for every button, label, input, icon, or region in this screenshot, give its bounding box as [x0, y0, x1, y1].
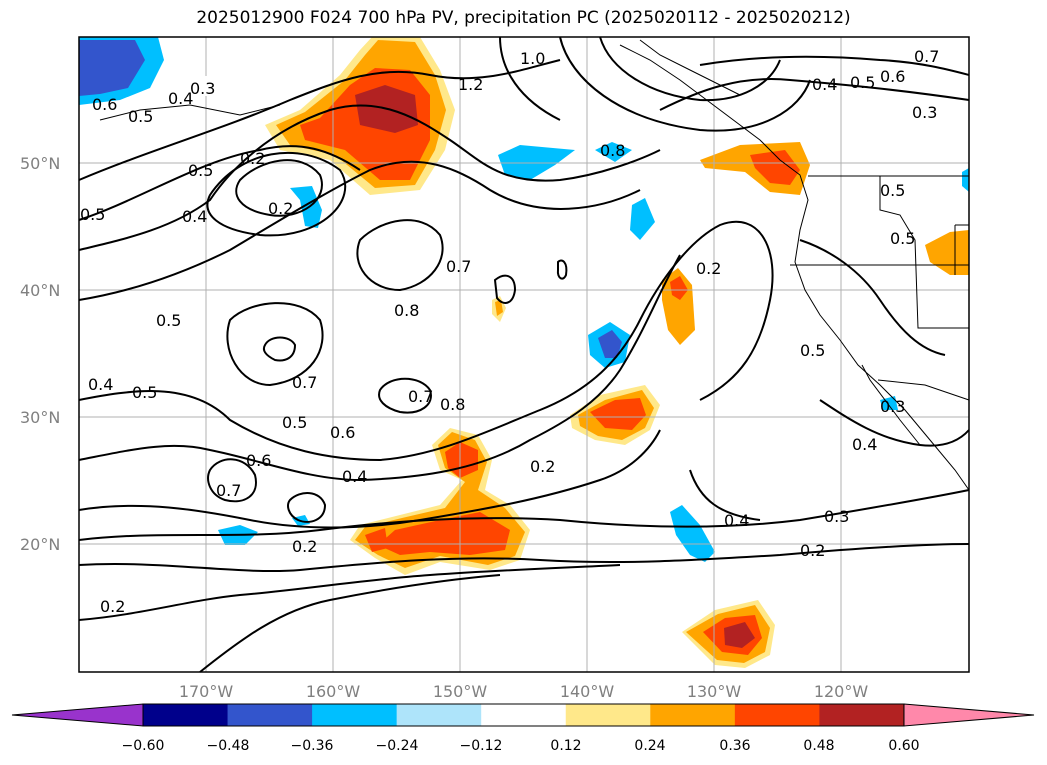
- colorbar-tick-label: 0.36: [719, 738, 750, 754]
- contour-label: 0.3: [824, 507, 849, 526]
- contour-label: 0.5: [800, 341, 825, 360]
- lon-tick-label: 130°W: [687, 682, 742, 701]
- precip-positive-area: [495, 300, 503, 316]
- map-title: 2025012900 F024 700 hPa PV, precipitatio…: [196, 8, 851, 28]
- contour-label: 0.2: [240, 149, 265, 168]
- colorbar-segment: [481, 704, 567, 726]
- precip-positive-area: [724, 622, 755, 648]
- precip-positive-area: [662, 268, 695, 345]
- colorbar: [11, 703, 1035, 727]
- contour-label: 0.7: [914, 47, 939, 66]
- precip-negative-area: [79, 40, 145, 96]
- contour-label: 0.5: [850, 73, 875, 92]
- contour-label: 0.4: [724, 511, 749, 530]
- contour-label: 0.8: [394, 301, 419, 320]
- contour-labels: 0.3 0.4 0.5 0.6 1.0 1.2 0.7 0.6 0.5 0.4 …: [80, 47, 939, 616]
- lon-tick-label: 150°W: [433, 682, 488, 701]
- precip-positive-area: [590, 398, 646, 430]
- colorbar-tick-label: −0.24: [376, 738, 419, 754]
- colorbar-tick-label: −0.60: [122, 738, 165, 754]
- lon-tick-label: 120°W: [814, 682, 869, 701]
- precip-shading: [79, 37, 969, 668]
- contour-label: 0.2: [696, 259, 721, 278]
- precip-positive-area: [365, 528, 388, 552]
- contour-label: 0.5: [156, 311, 181, 330]
- precip-positive-area: [750, 150, 800, 185]
- pv-contours: [78, 36, 970, 673]
- contour-label: 0.8: [440, 395, 465, 414]
- precip-negative-area: [290, 186, 322, 228]
- contour-label: 0.4: [182, 207, 207, 226]
- colorbar-ticks: −0.60 −0.48 −0.36 −0.24 −0.12 0.12 0.24 …: [122, 738, 920, 754]
- contour-label: 0.5: [188, 161, 213, 180]
- colorbar-segment: [396, 704, 482, 726]
- lat-tick-label: 30°N: [20, 408, 60, 427]
- contour-label: 0.5: [128, 107, 153, 126]
- precip-positive-area: [670, 276, 688, 300]
- contour-label: 1.2: [458, 75, 483, 94]
- contour-label: 0.4: [168, 89, 193, 108]
- colorbar-tick-label: 0.24: [634, 738, 665, 754]
- contour-label: 0.7: [216, 481, 241, 500]
- contour-label: 0.2: [268, 199, 293, 218]
- colorbar-tick-label: −0.12: [460, 738, 503, 754]
- lon-tick-label: 160°W: [306, 682, 361, 701]
- lat-tick-label: 20°N: [20, 535, 60, 554]
- contour-label: 0.6: [246, 451, 271, 470]
- contour-label: 1.0: [520, 49, 545, 68]
- map-area: 0.3 0.4 0.5 0.6 1.0 1.2 0.7 0.6 0.5 0.4 …: [78, 36, 970, 673]
- colorbar-tick-label: −0.36: [291, 738, 334, 754]
- contour-label: 0.2: [100, 597, 125, 616]
- contour-label: 0.3: [880, 397, 905, 416]
- contour-label: 0.3: [190, 79, 215, 98]
- colorbar-segment: [819, 704, 905, 726]
- colorbar-outline: [142, 703, 905, 727]
- contour-label: 0.4: [342, 467, 367, 486]
- contour-label: 0.2: [800, 541, 825, 560]
- contour-label: 0.3: [912, 103, 937, 122]
- colorbar-tick-label: 0.12: [550, 738, 581, 754]
- contour-label: 0.5: [282, 413, 307, 432]
- lat-tick-label: 40°N: [20, 281, 60, 300]
- precip-negative-area: [962, 168, 969, 192]
- precip-negative-area: [598, 330, 622, 358]
- contour-label: 0.5: [80, 205, 105, 224]
- lon-ticks: 170°W 160°W 150°W 140°W 130°W 120°W: [179, 682, 869, 701]
- contour-label: 0.2: [530, 457, 555, 476]
- colorbar-segment: [143, 704, 229, 726]
- colorbar-extend-left: [11, 703, 144, 727]
- contour-label: 0.6: [880, 67, 905, 86]
- contour-label: 0.4: [852, 435, 877, 454]
- contour-label: 0.6: [92, 95, 117, 114]
- precip-negative-area: [670, 505, 715, 562]
- colorbar-segment: [734, 704, 820, 726]
- lon-tick-label: 140°W: [560, 682, 615, 701]
- colorbar-tick-label: −0.48: [207, 738, 250, 754]
- precip-negative-area: [630, 198, 655, 240]
- contour-label: 0.7: [292, 373, 317, 392]
- contour-label: 0.5: [880, 181, 905, 200]
- contour-label: 0.2: [292, 537, 317, 556]
- colorbar-segment: [227, 704, 313, 726]
- contour-label: 0.7: [446, 257, 471, 276]
- precip-negative-area: [595, 142, 632, 162]
- colorbar-segment: [565, 704, 651, 726]
- lat-tick-label: 50°N: [20, 154, 60, 173]
- colorbar-extend-right: [903, 703, 1035, 727]
- precip-positive-area: [925, 230, 969, 275]
- contour-label: 0.8: [600, 141, 625, 160]
- colorbar-segment: [650, 704, 736, 726]
- lat-ticks: 50°N 40°N 30°N 20°N: [20, 154, 60, 554]
- colorbar-tick-label: 0.48: [803, 738, 834, 754]
- colorbar-tick-label: 0.60: [888, 738, 919, 754]
- contour-label: 0.6: [330, 423, 355, 442]
- contour-label: 0.7: [408, 387, 433, 406]
- contour-label: 0.5: [890, 229, 915, 248]
- contour-label: 0.4: [88, 375, 113, 394]
- lon-tick-label: 170°W: [179, 682, 234, 701]
- colorbar-segment: [312, 704, 398, 726]
- contour-label: 0.5: [132, 383, 157, 402]
- contour-label: 0.4: [812, 75, 837, 94]
